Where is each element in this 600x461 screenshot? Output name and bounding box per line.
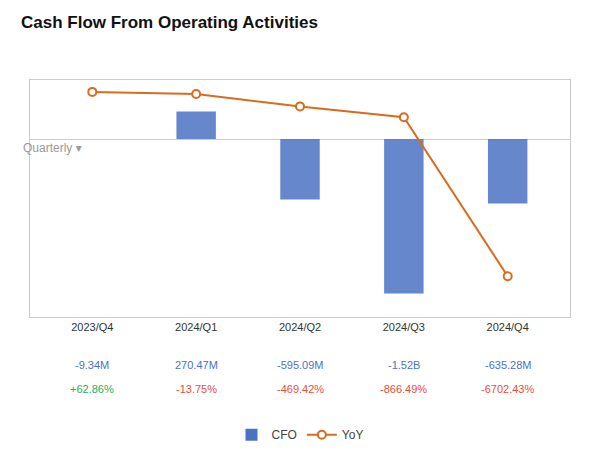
svg-text:-469.42%: -469.42% bbox=[277, 383, 324, 395]
svg-text:-635.28M: -635.28M bbox=[485, 359, 531, 371]
svg-text:-866.49%: -866.49% bbox=[380, 383, 427, 395]
svg-text:-1.52B: -1.52B bbox=[388, 359, 420, 371]
svg-text:-13.75%: -13.75% bbox=[176, 383, 217, 395]
svg-text:2024/Q3: 2024/Q3 bbox=[383, 321, 425, 333]
svg-text:2024/Q2: 2024/Q2 bbox=[279, 321, 321, 333]
svg-text:YoY: YoY bbox=[342, 428, 364, 442]
svg-text:2023/Q4: 2023/Q4 bbox=[71, 321, 113, 333]
svg-text:270.47M: 270.47M bbox=[175, 359, 218, 371]
svg-text:2024/Q1: 2024/Q1 bbox=[175, 321, 217, 333]
svg-text:-595.09M: -595.09M bbox=[277, 359, 323, 371]
svg-text:CFO: CFO bbox=[272, 428, 297, 442]
svg-text:Cash Flow From Operating Activ: Cash Flow From Operating Activities bbox=[21, 13, 318, 32]
svg-text:-6702.43%: -6702.43% bbox=[481, 383, 534, 395]
svg-text:2024/Q4: 2024/Q4 bbox=[487, 321, 529, 333]
svg-text:Quarterly ▾: Quarterly ▾ bbox=[23, 141, 82, 155]
svg-text:-9.34M: -9.34M bbox=[75, 359, 109, 371]
svg-text:+62.86%: +62.86% bbox=[70, 383, 114, 395]
